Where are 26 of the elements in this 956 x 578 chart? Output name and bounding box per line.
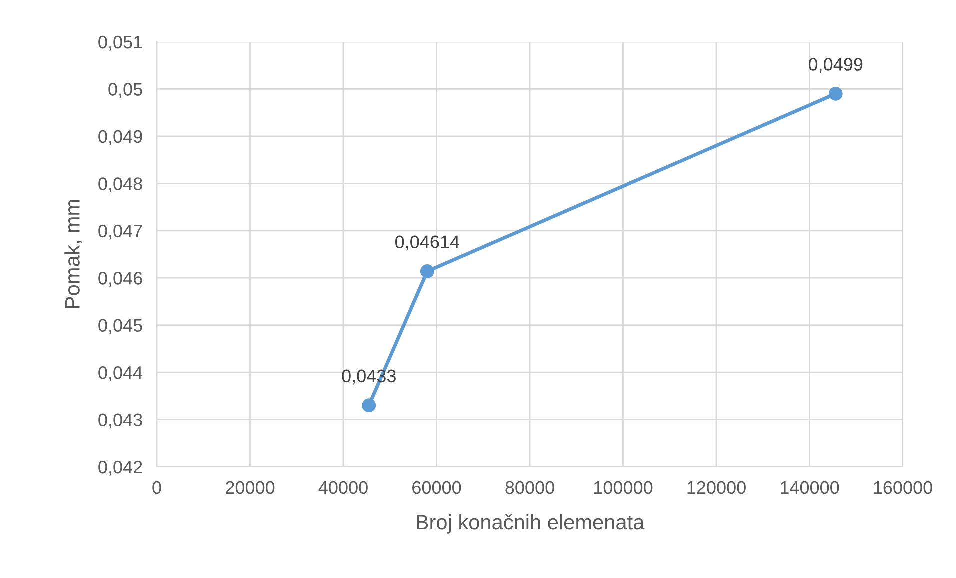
x-tick-label: 20000	[226, 481, 275, 494]
y-tick-label: 0,042	[98, 460, 142, 476]
y-axis-title: Pomak, mm	[64, 200, 82, 308]
x-tick-label: 60000	[412, 481, 462, 494]
x-tick-label: 140000	[781, 481, 840, 494]
y-tick-label: 0,051	[98, 36, 142, 51]
x-tick-label: 80000	[506, 481, 554, 494]
y-tick-label: 0,049	[98, 130, 142, 146]
y-tick-label: 0,048	[98, 178, 142, 193]
data-label: 0,04614	[396, 236, 460, 251]
y-tick-label: 0,044	[98, 366, 143, 382]
point	[362, 398, 376, 413]
point	[828, 87, 843, 101]
data-label: 0,0499	[808, 58, 863, 74]
y-tick-label: 0,05	[108, 83, 142, 98]
y-tick-label: 0,046	[98, 272, 142, 287]
x-tick-label: 40000	[318, 481, 368, 494]
y-tick-label: 0,047	[98, 224, 142, 240]
x-tick-label: 160000	[874, 481, 932, 494]
x-axis-title: Broj konačnih elemenata	[417, 514, 645, 534]
x-tick-label: 0	[152, 481, 162, 494]
x-tick-label: 100000	[594, 481, 653, 494]
x-tick-label: 120000	[688, 481, 746, 494]
y-tick-label: 0,045	[98, 319, 142, 334]
point	[420, 264, 434, 278]
y-tick-label: 0,043	[98, 414, 142, 429]
